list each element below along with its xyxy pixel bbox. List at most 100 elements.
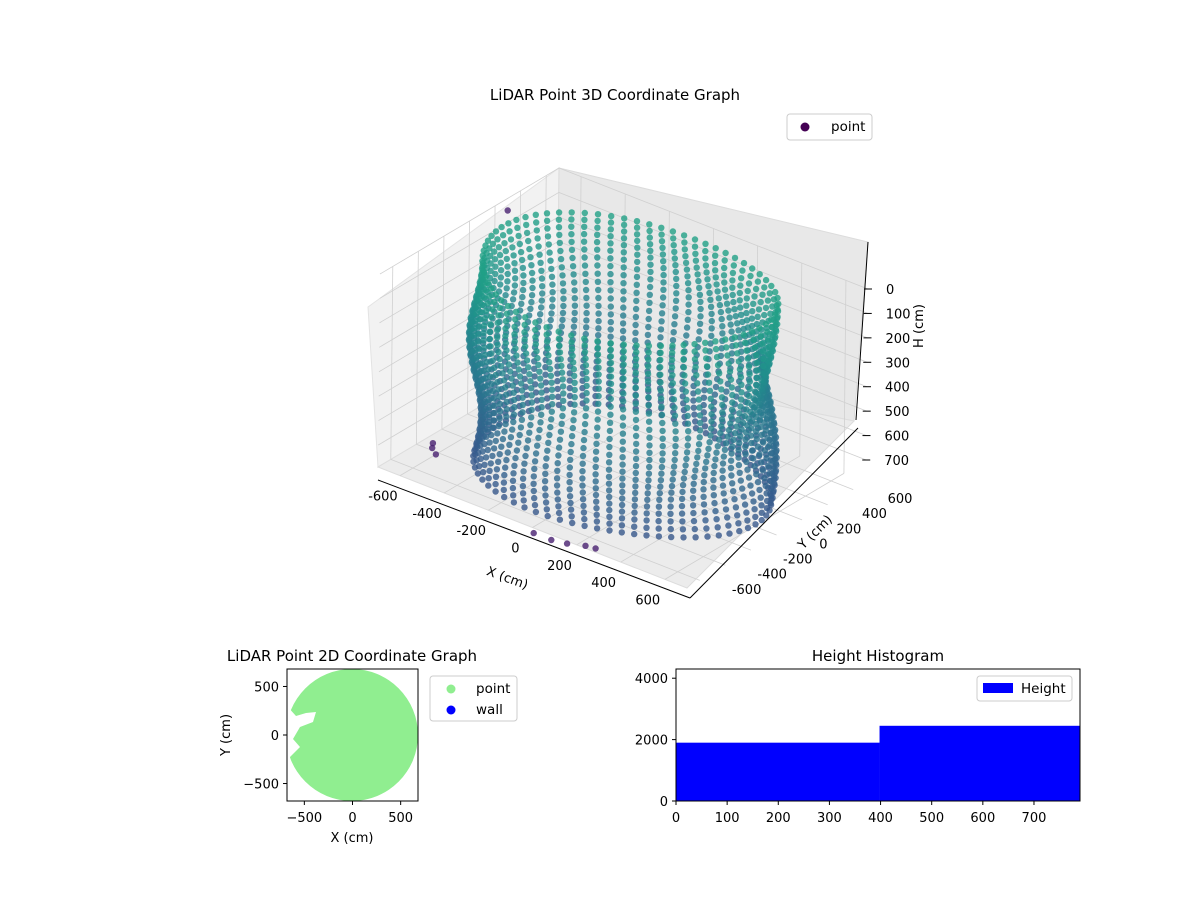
plot-3d: LiDAR Point 3D Coordinate Graph -600-400… [367,86,927,608]
data-point-3d [502,292,509,299]
grid-line [441,236,445,430]
data-point-3d [595,378,602,385]
data-point-3d [479,263,486,270]
data-point-3d [492,228,500,235]
data-point-3d [581,216,588,223]
data-point-3d [620,235,628,242]
data-point-3d [583,324,590,331]
data-point-3d [567,499,574,507]
data-point-3d [738,426,745,433]
data-point-3d [708,332,715,340]
data-point-3d [658,238,666,245]
data-point-3d [492,480,499,488]
data-point-3d [606,513,613,520]
data-point-3d [758,509,765,516]
data-point-3d [619,468,626,475]
data-point-3d [500,479,508,486]
data-point-3d [620,280,627,287]
data-point-3d [592,471,599,478]
data-point-3d [483,287,490,294]
data-point-3d [710,469,717,477]
data-point-3d [593,505,600,512]
data-point-3d [646,456,653,464]
data-point-3d [749,308,756,315]
data-point-3d [684,280,692,287]
data-point-3d [752,428,760,435]
data-point-3d [700,501,708,508]
data-point-3d [594,254,601,261]
data-point-3d [689,494,697,502]
data-point-3d [691,348,698,355]
data-point-3d [690,517,698,525]
data-point-3d [643,510,650,517]
data-point-3d [756,486,763,494]
data-point-3d [658,231,665,238]
data-point-3d [721,446,729,453]
data-point-3d [537,382,545,389]
data-point-3d [494,379,501,386]
data-point-3d [728,328,735,335]
data-point-3d [743,406,750,413]
data-point-3d [703,269,710,276]
data-point-3d [762,276,770,284]
data-point-3d [769,457,776,465]
data-point-3d [519,394,526,401]
data-point-3d [734,416,742,424]
data-point-3d [528,406,535,414]
data-point-3d [512,308,520,315]
data-point-3d [696,320,704,327]
data-point-3d [432,451,440,458]
data-point-3d [726,368,734,375]
data-point-3d [619,430,627,437]
data-point-3d [690,404,697,411]
data-point-3d [736,410,743,417]
data-point-3d [703,458,710,465]
data-point-3d [751,463,758,470]
data-point-3d [711,462,718,470]
x-tick-label-3d: 600 [635,593,660,608]
data-point-3d [683,396,690,403]
data-point-3d [671,412,679,419]
data-point-3d [581,420,589,428]
data-point-3d [748,439,755,447]
data-point-3d [703,355,710,362]
data-point-3d [533,227,540,234]
data-point-3d [546,431,553,439]
data-point-3d [548,273,556,280]
data-point-3d [708,425,715,432]
data-point-3d [547,316,554,324]
data-point-3d [632,416,640,424]
data-point-3d [754,313,761,320]
data-point-3d [634,251,641,258]
data-point-3d [737,282,744,289]
data-point-3d [712,245,719,252]
data-point-3d [633,273,641,281]
data-point-3d [682,259,690,267]
data-point-3d [502,464,509,471]
data-point-3d [618,508,626,515]
data-point-3d [712,383,720,391]
data-point-3d [763,454,770,462]
data-point-3d [491,256,499,263]
data-point-3d [632,455,640,463]
chart-title-histogram: Height Histogram [812,647,944,665]
data-point-3d [644,490,651,497]
data-point-3d [593,525,601,532]
data-point-3d [681,380,689,387]
data-point-3d [496,408,504,415]
data-point-3d [498,443,505,450]
data-point-3d [645,356,652,363]
data-point-3d [658,470,665,477]
data-point-3d [753,471,760,478]
data-point-3d [489,387,497,395]
data-point-3d [480,329,487,337]
data-point-3d [619,438,626,445]
data-point-3d [631,496,639,503]
data-point-3d [534,354,541,362]
data-point-3d [669,337,677,344]
data-point-3d [774,306,781,313]
y-tick-label-3d: -600 [732,583,762,598]
data-point-3d [715,295,722,302]
data-point-3d [542,499,550,506]
data-point-3d [760,439,767,446]
